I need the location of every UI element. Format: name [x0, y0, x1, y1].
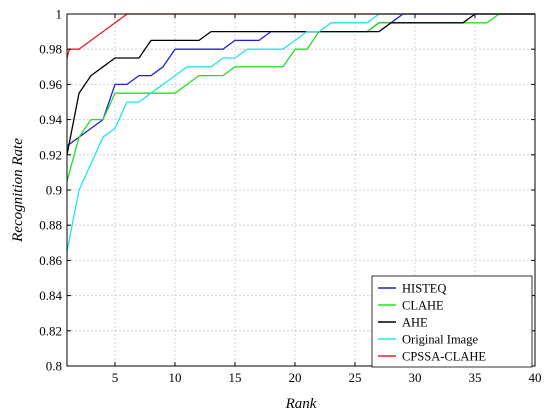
x-tick-label: 35 — [469, 370, 482, 385]
x-tick-label: 40 — [529, 370, 542, 385]
y-tick-label: 0.8 — [46, 359, 62, 374]
y-tick-label: 0.98 — [39, 42, 62, 57]
y-tick-label: 0.84 — [39, 288, 62, 303]
x-tick-label: 10 — [169, 370, 182, 385]
legend: HISTEQ CLAHE AHE Original Image CPSSA-CLAHE — [371, 275, 533, 368]
series-line-ahe — [66, 13, 535, 155]
series-line-original-image — [66, 13, 535, 252]
y-tick-label: 0.92 — [39, 147, 62, 162]
x-tick-label: 25 — [349, 370, 362, 385]
legend-box — [371, 275, 533, 368]
x-tick-label: 20 — [289, 370, 302, 385]
y-tick-label: 1 — [56, 7, 63, 22]
y-tick-label: 0.96 — [39, 77, 62, 92]
y-tick-label: 0.88 — [39, 218, 62, 233]
y-tick-label: 0.82 — [39, 323, 62, 338]
y-tick-label: 0.86 — [39, 253, 62, 268]
y-tick-label: 0.94 — [39, 112, 62, 127]
legend-entry-label: AHE — [402, 316, 428, 330]
y-tick-label: 0.9 — [46, 183, 62, 198]
x-tick-label: 30 — [409, 370, 422, 385]
x-tick-label: 5 — [112, 370, 119, 385]
x-tick-labels: 5 10 15 20 25 30 35 40 — [112, 370, 542, 385]
y-tick-labels: 0.8 0.82 0.84 0.86 0.88 0.9 0.92 0.94 0.96 0.98 1 — [39, 7, 62, 374]
y-axis-title: Recognition Rate — [10, 138, 26, 243]
x-tick-label: 15 — [229, 370, 242, 385]
legend-entry-label: CLAHE — [402, 299, 444, 313]
x-axis-title: Rank — [285, 396, 317, 412]
legend-entry-label: HISTEQ — [402, 282, 446, 296]
legend-entry-label: Original Image — [402, 333, 478, 347]
legend-entry-label: CPSSA-CLAHE — [402, 350, 486, 364]
